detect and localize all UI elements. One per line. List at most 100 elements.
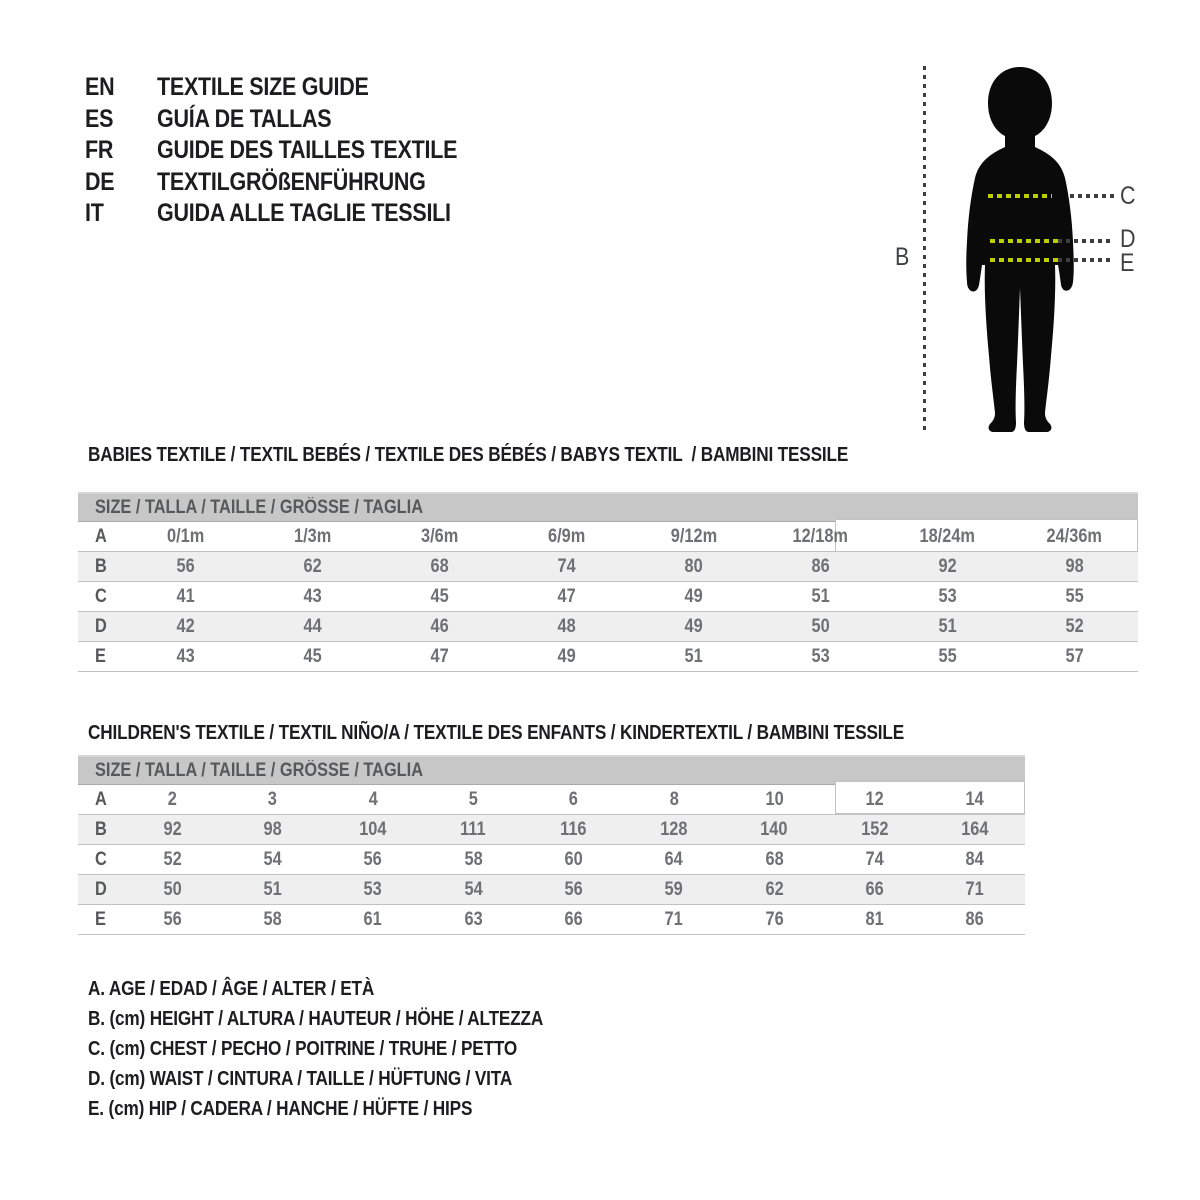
children-size-table: SIZE / TALLA / TAILLE / GRÖSSE / TAGLIA … [78, 755, 1025, 935]
highlighted-size-box [835, 781, 1025, 814]
table-cell: 49 [557, 645, 576, 667]
table-cell: 92 [163, 818, 182, 840]
table-cell: 51 [684, 645, 703, 667]
table-cell: 59 [664, 878, 683, 900]
figure-label-chest: C [1120, 182, 1136, 210]
table-cell: 164 [961, 818, 989, 840]
hip-measure-dashes [990, 258, 1058, 262]
row-label: D [95, 878, 107, 900]
table-cell: 111 [460, 818, 486, 840]
language-title: GUIDE DES TAILLES TEXTILE [157, 136, 458, 165]
table-body: A 2 3 4 5 6 8 10 12 14 B 92 98 104 111 116 128 140 152 164 C… [78, 785, 1025, 935]
table-cell: 49 [684, 615, 703, 637]
table-cell: 6 [568, 788, 579, 810]
table-cell: 71 [965, 878, 984, 900]
table-cell: 5 [468, 788, 478, 810]
table-cell: 53 [811, 645, 830, 667]
table-cell: 41 [176, 585, 195, 607]
table-cell: 84 [965, 848, 984, 870]
figure-label-waist: D [1120, 225, 1136, 253]
table-cell: 45 [430, 585, 449, 607]
table-row: D 42 44 46 48 49 50 51 52 [78, 612, 1138, 642]
table-body: A 0/1m 1/3m 3/6m 6/9m 9/12m 12/18m 18/24m 24/36m… [78, 522, 1138, 672]
table-cell: 51 [263, 878, 282, 900]
table-row: A 0/1m 1/3m 3/6m 6/9m 9/12m 12/18m 18/24m 24/36m [78, 522, 1138, 552]
table-cell: 76 [765, 908, 784, 930]
table-cell: 74 [865, 848, 884, 870]
language-row: ES GUÍA DE TALLAS [85, 104, 506, 136]
table-cell: 52 [1065, 615, 1084, 637]
table-cell: 12/18m [792, 525, 849, 547]
table-cell: 48 [557, 615, 576, 637]
waist-guide-dashes [1058, 239, 1114, 243]
language-code: FR [85, 136, 114, 165]
table-cell: 56 [163, 908, 182, 930]
table-cell: 56 [564, 878, 583, 900]
language-title-list: EN TEXTILE SIZE GUIDE ES GUÍA DE TALLAS FR GU… [85, 72, 506, 230]
table-cell: 10 [765, 788, 784, 810]
legend-row: D. (cm) WAIST / CINTURA / TAILLE / HÜFTU… [88, 1067, 513, 1090]
table-cell: 71 [664, 908, 683, 930]
table-cell: 81 [865, 908, 884, 930]
table-cell: 62 [303, 555, 322, 577]
language-code: DE [85, 167, 115, 196]
table-cell: 9/12m [670, 525, 717, 547]
table-cell: 43 [176, 645, 195, 667]
table-cell: 80 [684, 555, 703, 577]
table-cell: 66 [865, 878, 884, 900]
children-section-title: CHILDREN'S TEXTILE / TEXTIL NIÑO/A / TEX… [88, 722, 905, 744]
table-row: D 50 51 53 54 56 59 62 66 71 [78, 875, 1025, 905]
table-cell: 50 [811, 615, 830, 637]
row-label: D [95, 615, 107, 637]
table-cell: 55 [1065, 585, 1084, 607]
table-cell: 3 [267, 788, 278, 810]
row-label: A [95, 788, 107, 810]
row-label: C [95, 848, 107, 870]
table-cell: 44 [303, 615, 322, 637]
table-cell: 54 [263, 848, 282, 870]
table-cell: 0/1m [166, 525, 205, 547]
table-cell: 58 [464, 848, 483, 870]
legend-row: C. (cm) CHEST / PECHO / POITRINE / TRUHE… [88, 1037, 518, 1060]
table-cell: 4 [368, 788, 378, 810]
table-cell: 2 [167, 788, 177, 810]
table-cell: 140 [760, 818, 788, 840]
table-row: C 41 43 45 47 49 51 53 55 [78, 582, 1138, 612]
table-cell: 68 [430, 555, 449, 577]
table-cell: 57 [1065, 645, 1084, 667]
table-cell: 98 [263, 818, 282, 840]
measurement-figure: B C D E [880, 55, 1200, 455]
language-row: IT GUIDA ALLE TAGLIE TESSILI [85, 198, 506, 230]
language-row: FR GUIDE DES TAILLES TEXTILE [85, 135, 506, 167]
waist-measure-dashes [990, 239, 1058, 243]
row-label: A [95, 525, 107, 547]
language-code: IT [85, 199, 104, 228]
row-label: C [95, 585, 107, 607]
table-cell: 86 [811, 555, 830, 577]
table-cell: 46 [430, 615, 449, 637]
chest-measure-dashes [988, 194, 1052, 198]
table-cell: 62 [765, 878, 784, 900]
table-cell: 8 [669, 788, 679, 810]
legend-row: A. AGE / EDAD / ÂGE / ALTER / ETÀ [88, 977, 375, 1000]
table-cell: 128 [660, 818, 688, 840]
table-header: SIZE / TALLA / TAILLE / GRÖSSE / TAGLIA [78, 492, 1138, 522]
table-cell: 61 [363, 908, 382, 930]
table-cell: 58 [263, 908, 282, 930]
table-row: E 43 45 47 49 51 53 55 57 [78, 642, 1138, 672]
hip-guide-dashes [1058, 258, 1114, 262]
table-cell: 14 [965, 788, 984, 810]
table-cell: 104 [359, 818, 387, 840]
table-row: B 56 62 68 74 80 86 92 98 [78, 552, 1138, 582]
table-cell: 18/24m [919, 525, 976, 547]
figure-label-hip: E [1120, 249, 1135, 277]
table-row: A 2 3 4 5 6 8 10 12 14 [78, 785, 1025, 815]
table-cell: 86 [965, 908, 984, 930]
table-cell: 53 [938, 585, 957, 607]
table-cell: 52 [163, 848, 182, 870]
table-cell: 3/6m [420, 525, 459, 547]
table-cell: 68 [765, 848, 784, 870]
table-cell: 63 [464, 908, 483, 930]
language-row: DE TEXTILGRÖßENFÜHRUNG [85, 167, 506, 199]
